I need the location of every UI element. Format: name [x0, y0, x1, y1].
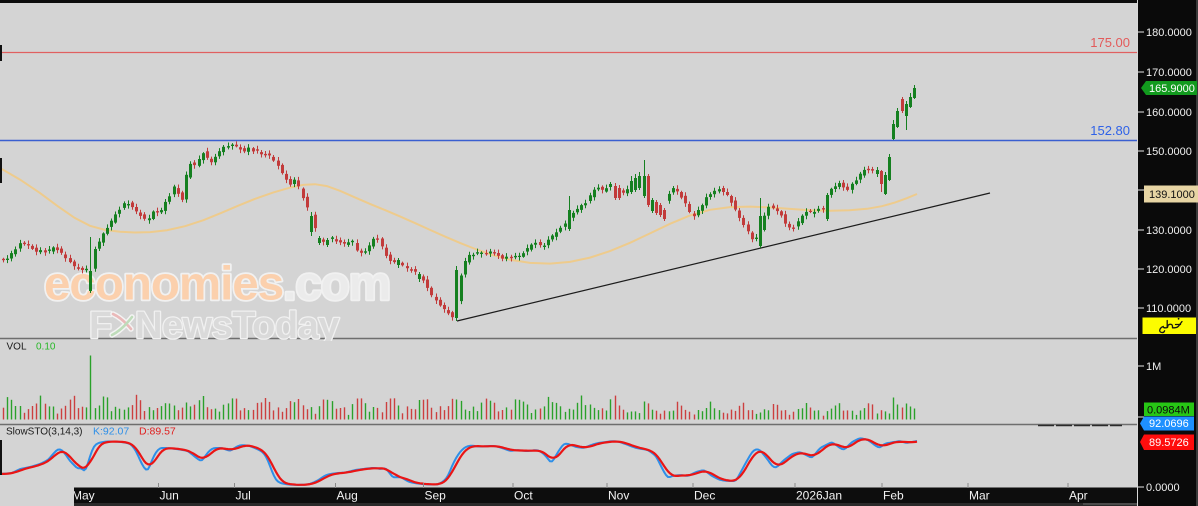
svg-text:0.10: 0.10 — [36, 342, 56, 353]
svg-text:Feb: Feb — [883, 489, 904, 503]
svg-text:Jun: Jun — [160, 489, 179, 503]
svg-text:D:89.57: D:89.57 — [139, 426, 176, 438]
svg-text:120.0000: 120.0000 — [1146, 264, 1192, 276]
svg-text:170.0000: 170.0000 — [1146, 67, 1192, 79]
svg-text:Aug: Aug — [337, 489, 358, 503]
svg-text:NewsToday: NewsToday — [135, 305, 339, 347]
svg-text:175.00: 175.00 — [1090, 35, 1130, 50]
svg-text:Sep: Sep — [425, 489, 447, 503]
svg-text:180.0000: 180.0000 — [1146, 27, 1192, 39]
svg-text:K:92.07: K:92.07 — [93, 426, 129, 438]
svg-text:0.0984M: 0.0984M — [1147, 405, 1190, 417]
svg-text:1M: 1M — [1146, 361, 1161, 373]
svg-text:F: F — [89, 305, 112, 347]
svg-text:Jul: Jul — [236, 489, 251, 503]
svg-text:92.0696: 92.0696 — [1149, 418, 1189, 430]
svg-text:2026Jan: 2026Jan — [796, 489, 842, 503]
svg-text:139.1000: 139.1000 — [1149, 189, 1195, 201]
svg-text:economies.com: economies.com — [44, 258, 390, 311]
svg-text:110.0000: 110.0000 — [1146, 303, 1191, 315]
svg-text:VOL: VOL — [7, 342, 27, 353]
svg-text:F: F — [89, 305, 112, 347]
svg-text:150.0000: 150.0000 — [1146, 146, 1192, 158]
svg-text:Nov: Nov — [608, 489, 629, 503]
svg-text:economies.com: economies.com — [44, 258, 390, 311]
svg-text:165.9000: 165.9000 — [1149, 83, 1195, 95]
svg-text:160.0000: 160.0000 — [1146, 107, 1192, 119]
svg-text:130.0000: 130.0000 — [1146, 225, 1192, 237]
svg-text:0.0000: 0.0000 — [1146, 482, 1180, 494]
svg-text:Apr: Apr — [1069, 489, 1088, 503]
svg-text:89.5726: 89.5726 — [1149, 437, 1189, 449]
svg-text:Oct: Oct — [514, 489, 533, 503]
svg-text:NewsToday: NewsToday — [135, 305, 339, 347]
svg-text:152.80: 152.80 — [1090, 123, 1130, 138]
svg-text:Mar: Mar — [969, 489, 990, 503]
svg-text:SlowSTO(3,14,3): SlowSTO(3,14,3) — [6, 427, 83, 438]
svg-text:May: May — [72, 489, 95, 503]
svg-text:Dec: Dec — [694, 489, 715, 503]
